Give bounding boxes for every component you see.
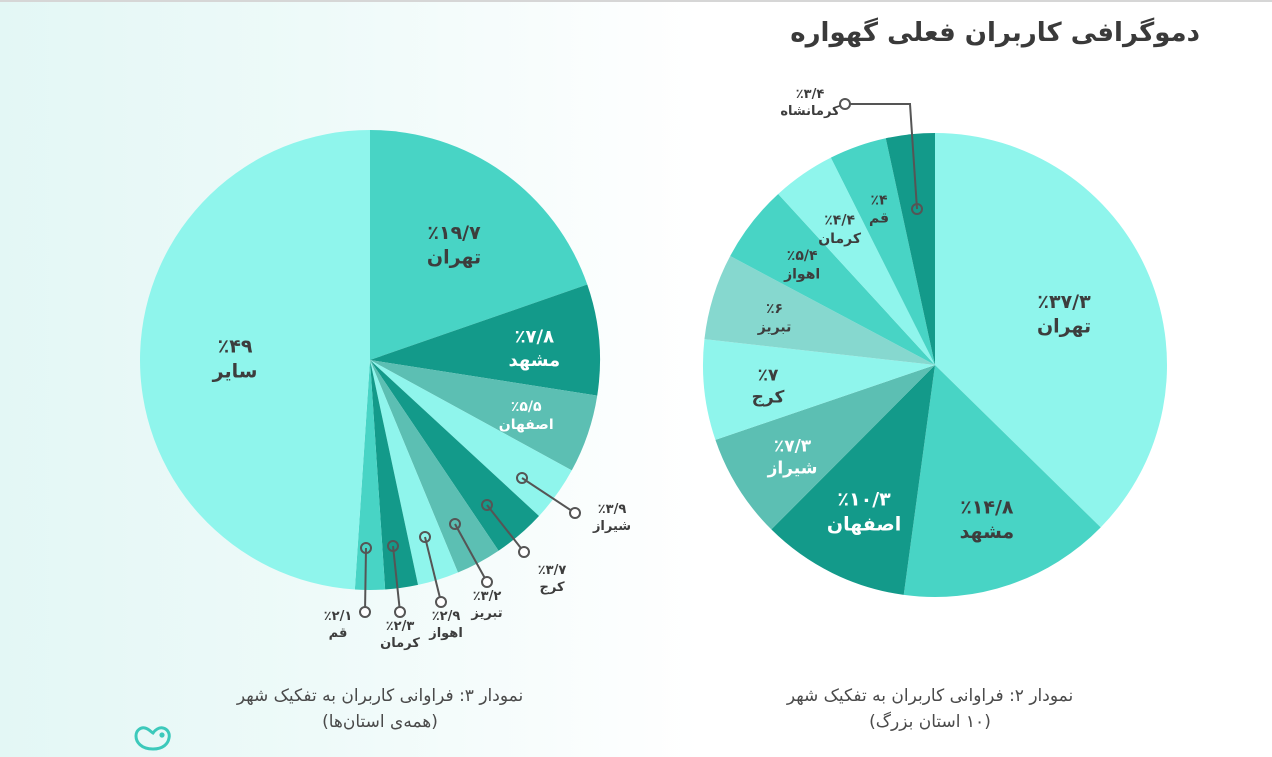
callout-leader-line bbox=[521, 477, 576, 514]
callout-dot-icon bbox=[518, 546, 530, 558]
callout-dot-icon bbox=[360, 542, 372, 554]
slice-city-label: قم bbox=[869, 211, 889, 227]
slice-city-label: تهران bbox=[1037, 316, 1091, 338]
slice-percent-label: ٪۵/۴ bbox=[787, 248, 818, 264]
pie-slice bbox=[139, 129, 370, 590]
pie-slice bbox=[830, 138, 935, 365]
pie-slice bbox=[704, 256, 935, 365]
slice-city-label: تهران bbox=[427, 247, 481, 269]
callout-dot-icon bbox=[359, 606, 371, 618]
chart2-caption-line1: نمودار ۲: فراوانی کاربران به تفکیک شهر bbox=[786, 686, 1074, 706]
callout-dot-icon bbox=[481, 576, 493, 588]
callout-dot-icon bbox=[569, 507, 581, 519]
slice-city-label: کرمان bbox=[380, 636, 420, 651]
slice-city-label: کرمان bbox=[818, 231, 862, 247]
slice-city-label: مشهد bbox=[960, 521, 1015, 543]
top-divider bbox=[0, 0, 1272, 2]
slice-city-label: کرج bbox=[539, 580, 564, 595]
pie-slice bbox=[702, 339, 935, 440]
pie-slice bbox=[935, 133, 1167, 528]
slice-city-label: تبریز bbox=[470, 606, 502, 621]
callout-dot-icon bbox=[419, 531, 431, 543]
callout-dot-icon bbox=[911, 203, 923, 215]
callout-leader-line bbox=[486, 504, 525, 553]
slice-city-label: قم bbox=[329, 626, 348, 641]
slice-percent-label: ٪۷/۸ bbox=[515, 327, 555, 348]
slice-city-label: کرج bbox=[752, 388, 785, 408]
slice-city-label: سایر bbox=[212, 360, 258, 382]
slice-city-label: شیراز bbox=[767, 459, 818, 479]
pie-slice bbox=[370, 360, 540, 551]
slice-percent-label: ٪۴ bbox=[870, 192, 888, 208]
slice-percent-label: ٪۶ bbox=[766, 301, 783, 317]
callout-dot-icon bbox=[394, 606, 406, 618]
slice-percent-label: ٪۳/۷ bbox=[538, 563, 567, 578]
pie-slice bbox=[730, 194, 935, 365]
pie-slice bbox=[771, 365, 935, 595]
pie-slice bbox=[370, 360, 572, 516]
slice-percent-label: ٪۴/۴ bbox=[824, 213, 855, 229]
slice-city-label: اهواز bbox=[783, 266, 820, 282]
callout-dot-icon bbox=[481, 499, 493, 511]
callout-dot-icon bbox=[435, 596, 447, 608]
slice-percent-label: ٪۲/۹ bbox=[432, 609, 461, 624]
callout-dot-icon bbox=[516, 472, 528, 484]
slice-percent-label: ٪۳۷/۳ bbox=[1037, 291, 1091, 313]
slice-city-label: اصفهان bbox=[827, 513, 901, 535]
pie-slice bbox=[354, 360, 386, 590]
pie-slice bbox=[903, 365, 1101, 597]
callout-leader-line bbox=[424, 536, 442, 603]
slice-city-label: مشهد bbox=[508, 350, 560, 371]
pie-slice bbox=[370, 284, 600, 396]
slice-percent-label: ٪۷ bbox=[758, 366, 779, 386]
gahvareh-heart-logo-icon bbox=[134, 726, 171, 751]
pie-slice bbox=[370, 130, 588, 360]
chart2-caption-line2: (۱۰ استان بزرگ) bbox=[869, 712, 991, 732]
pie-slice bbox=[715, 365, 935, 530]
slice-percent-label: ٪۱۹/۷ bbox=[427, 222, 481, 244]
slice-percent-label: ٪۱۰/۳ bbox=[837, 489, 891, 511]
pie-slice bbox=[370, 360, 598, 471]
slice-percent-label: ٪۴۹ bbox=[218, 336, 253, 358]
pie-slice bbox=[778, 157, 935, 365]
callout-dot-icon bbox=[839, 98, 851, 110]
slice-city-label: کرمانشاه bbox=[780, 104, 840, 119]
page-title: دموگرافی کاربران فعلی گهواره bbox=[790, 18, 1200, 48]
slice-percent-label: ٪۳/۹ bbox=[598, 502, 627, 517]
slice-percent-label: ٪۱۴/۸ bbox=[960, 497, 1014, 519]
slice-percent-label: ٪۲/۱ bbox=[324, 609, 353, 624]
pie-slice bbox=[370, 360, 499, 573]
callout-leader-line bbox=[454, 523, 488, 583]
callout-dot-icon bbox=[449, 518, 461, 530]
slice-percent-label: ٪۷/۳ bbox=[774, 436, 812, 456]
chart3-caption-line2: (همه‌ی استان‌ها) bbox=[322, 712, 438, 732]
slice-percent-label: ٪۳/۲ bbox=[473, 589, 502, 604]
callout-leader-line bbox=[364, 547, 367, 613]
slice-city-label: اهواز bbox=[428, 626, 463, 641]
slice-city-label: اصفهان bbox=[499, 417, 554, 433]
pie-slice bbox=[370, 360, 458, 585]
callout-dot-icon bbox=[387, 540, 399, 552]
chart3-caption-line1: نمودار ۳: فراوانی کاربران به تفکیک شهر bbox=[236, 686, 524, 706]
slice-percent-label: ٪۵/۵ bbox=[511, 399, 542, 415]
callout-leader-line bbox=[392, 545, 401, 613]
slice-city-label: تبریز bbox=[757, 319, 792, 335]
chart3-caption: نمودار ۳: فراوانی کاربران به تفکیک شهر (… bbox=[180, 683, 580, 735]
slice-percent-label: ٪۲/۳ bbox=[386, 619, 415, 634]
pie-slice bbox=[885, 133, 935, 365]
slice-city-label: شیراز bbox=[592, 519, 631, 534]
slice-percent-label: ٪۳/۴ bbox=[796, 87, 825, 102]
chart2-caption: نمودار ۲: فراوانی کاربران به تفکیک شهر (… bbox=[720, 683, 1140, 735]
pie-slice bbox=[370, 360, 419, 590]
callout-leader-line bbox=[845, 103, 918, 210]
